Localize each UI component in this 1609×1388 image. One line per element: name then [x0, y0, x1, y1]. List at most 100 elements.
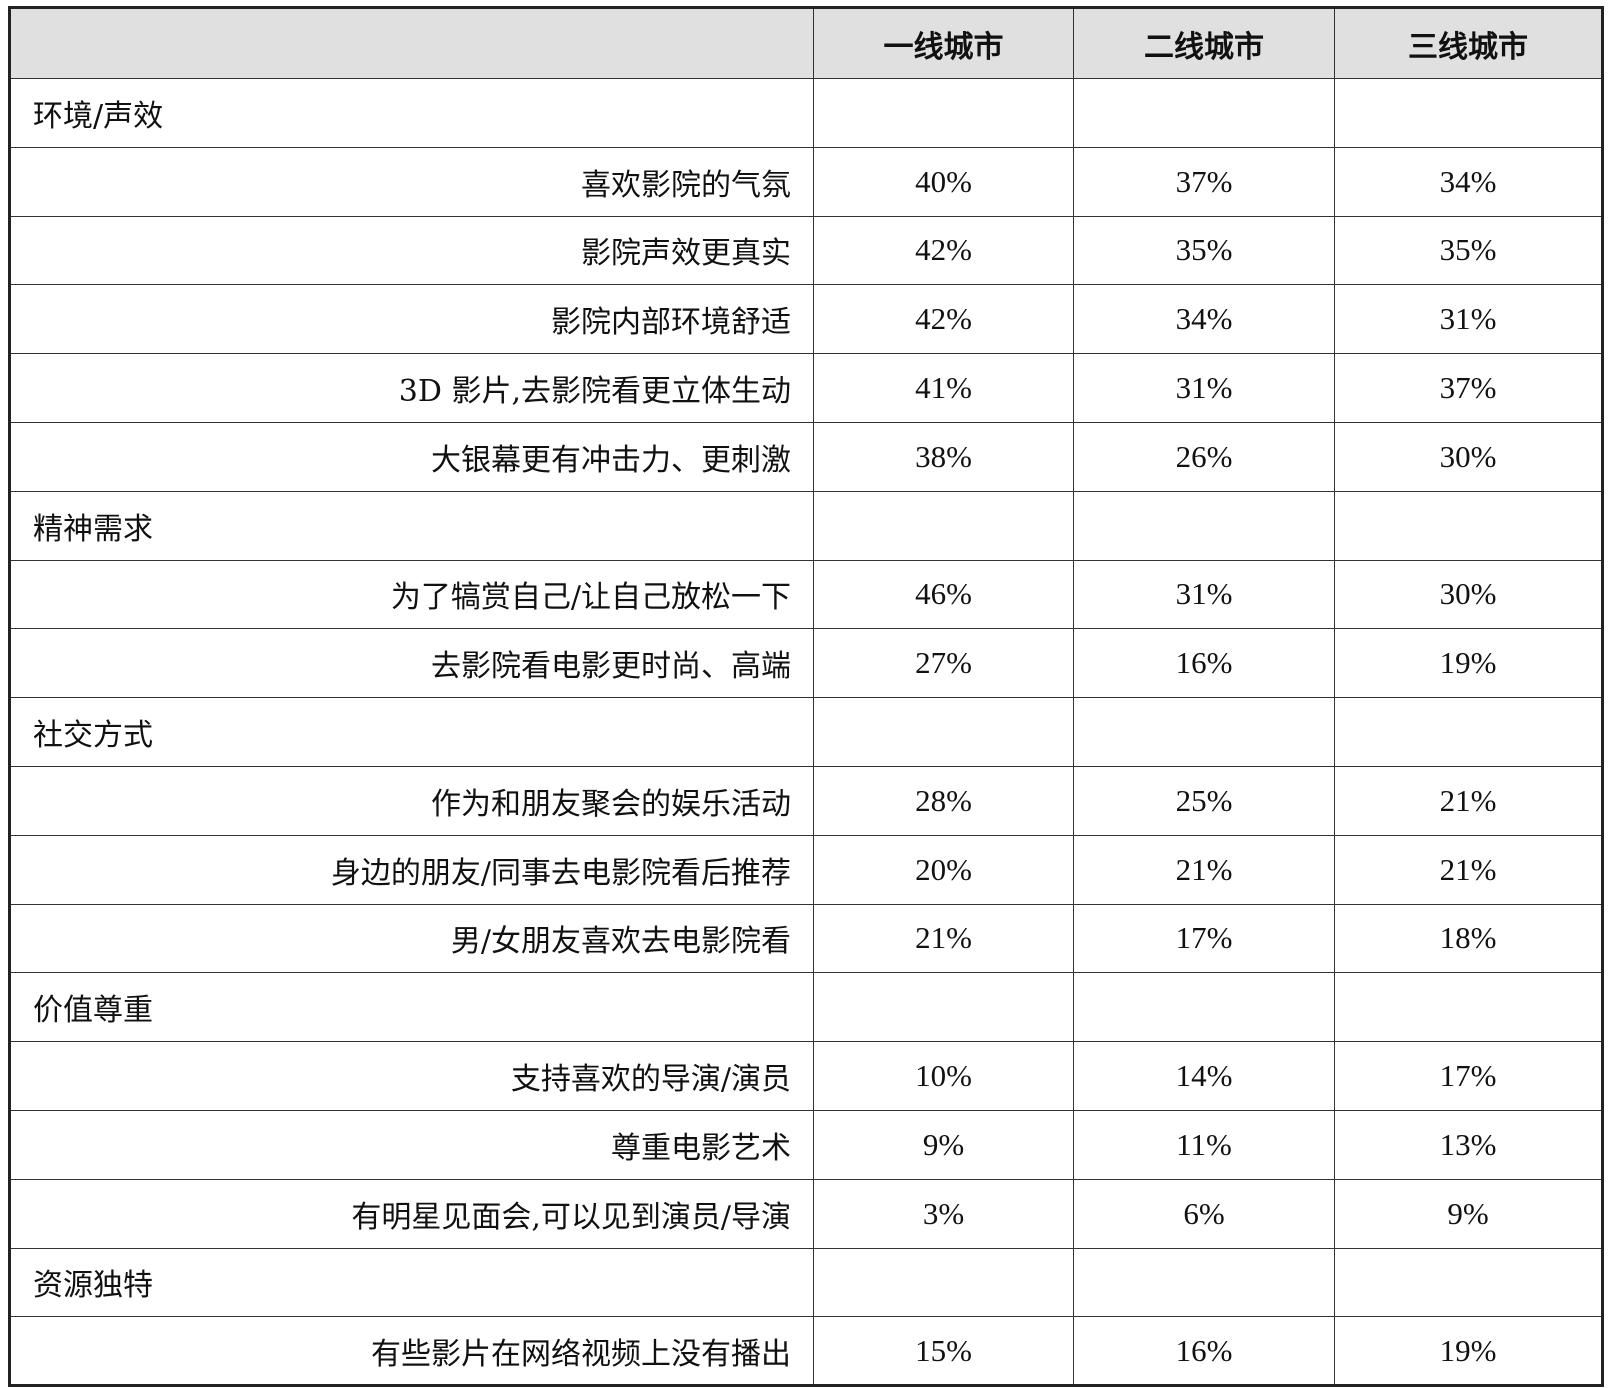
value-cell: 21% — [813, 903, 1074, 974]
empty-cell — [813, 78, 1074, 148]
value-cell: 9% — [1334, 1178, 1603, 1249]
row-label: 去影院看电影更时尚、高端 — [9, 628, 814, 699]
value-cell: 11% — [1073, 1109, 1335, 1180]
value-cell: 10% — [813, 1041, 1074, 1111]
value-cell: 9% — [813, 1109, 1074, 1180]
empty-cell — [1073, 1247, 1335, 1318]
table-row: 影院声效更真实 42% 35% 35% — [9, 215, 1603, 286]
category-label: 精神需求 — [9, 490, 814, 561]
table-row: 尊重电影艺术 9% 11% 13% — [9, 1109, 1603, 1180]
value-cell: 25% — [1073, 765, 1335, 836]
header-cell-blank — [9, 7, 814, 79]
table-row: 作为和朋友聚会的娱乐活动 28% 25% 21% — [9, 765, 1603, 836]
empty-cell — [813, 1247, 1074, 1318]
value-cell: 21% — [1334, 834, 1603, 905]
table-row: 3D 影片,去影院看更立体生动 41% 31% 37% — [9, 353, 1603, 423]
value-cell: 17% — [1334, 1041, 1603, 1111]
category-row: 环境/声效 — [9, 78, 1603, 148]
row-label: 喜欢影院的气氛 — [9, 146, 814, 217]
row-label: 男/女朋友喜欢去电影院看 — [9, 903, 814, 974]
row-label: 作为和朋友聚会的娱乐活动 — [9, 765, 814, 836]
value-cell: 30% — [1334, 559, 1603, 630]
value-cell: 35% — [1334, 215, 1603, 286]
category-label: 资源独特 — [9, 1247, 814, 1318]
value-cell: 16% — [1073, 628, 1335, 699]
table-row: 为了犒赏自己/让自己放松一下 46% 31% 30% — [9, 559, 1603, 630]
table-row: 男/女朋友喜欢去电影院看 21% 17% 18% — [9, 903, 1603, 974]
value-cell: 42% — [813, 284, 1074, 355]
row-label: 为了犒赏自己/让自己放松一下 — [9, 559, 814, 630]
empty-cell — [813, 697, 1074, 767]
header-cell-tier1: 一线城市 — [813, 7, 1074, 79]
value-cell: 19% — [1334, 628, 1603, 699]
row-label: 身边的朋友/同事去电影院看后推荐 — [9, 834, 814, 905]
row-label: 影院声效更真实 — [9, 215, 814, 286]
table-body: 环境/声效 喜欢影院的气氛 40% 37% 34% 影院声效更真实 42% 35% 35% 影院内… — [9, 78, 1603, 1387]
value-cell: 31% — [1334, 284, 1603, 355]
empty-cell — [1073, 78, 1335, 148]
value-cell: 13% — [1334, 1109, 1603, 1180]
row-label: 影院内部环境舒适 — [9, 284, 814, 355]
value-cell: 34% — [1334, 146, 1603, 217]
category-row: 精神需求 — [9, 490, 1603, 561]
empty-cell — [1334, 972, 1603, 1043]
empty-cell — [1334, 1247, 1603, 1318]
header-row: 一线城市 二线城市 三线城市 — [9, 7, 1603, 79]
value-cell: 46% — [813, 559, 1074, 630]
row-label: 有明星见面会,可以见到演员/导演 — [9, 1178, 814, 1249]
empty-cell — [1073, 490, 1335, 561]
value-cell: 35% — [1073, 215, 1335, 286]
table-row: 支持喜欢的导演/演员 10% 14% 17% — [9, 1041, 1603, 1111]
empty-cell — [813, 972, 1074, 1043]
value-cell: 16% — [1073, 1316, 1335, 1387]
row-label: 支持喜欢的导演/演员 — [9, 1041, 814, 1111]
value-cell: 41% — [813, 353, 1074, 423]
row-label: 大银幕更有冲击力、更刺激 — [9, 421, 814, 492]
header-cell-tier3: 三线城市 — [1334, 7, 1603, 79]
category-label: 社交方式 — [9, 697, 814, 767]
table-row: 影院内部环境舒适 42% 34% 31% — [9, 284, 1603, 355]
value-cell: 17% — [1073, 903, 1335, 974]
value-cell: 14% — [1073, 1041, 1335, 1111]
table-row: 有些影片在网络视频上没有播出 15% 16% 19% — [9, 1316, 1603, 1387]
empty-cell — [813, 490, 1074, 561]
value-cell: 26% — [1073, 421, 1335, 492]
header-cell-tier2: 二线城市 — [1073, 7, 1335, 79]
value-cell: 27% — [813, 628, 1074, 699]
table-row: 有明星见面会,可以见到演员/导演 3% 6% 9% — [9, 1178, 1603, 1249]
value-cell: 21% — [1073, 834, 1335, 905]
category-label: 价值尊重 — [9, 972, 814, 1043]
category-label: 环境/声效 — [9, 78, 814, 148]
value-cell: 34% — [1073, 284, 1335, 355]
value-cell: 37% — [1073, 146, 1335, 217]
category-row: 价值尊重 — [9, 972, 1603, 1043]
value-cell: 19% — [1334, 1316, 1603, 1387]
value-cell: 15% — [813, 1316, 1074, 1387]
value-cell: 21% — [1334, 765, 1603, 836]
value-cell: 31% — [1073, 353, 1335, 423]
value-cell: 31% — [1073, 559, 1335, 630]
value-cell: 37% — [1334, 353, 1603, 423]
category-row: 社交方式 — [9, 697, 1603, 767]
value-cell: 18% — [1334, 903, 1603, 974]
table-row: 喜欢影院的气氛 40% 37% 34% — [9, 146, 1603, 217]
row-label: 尊重电影艺术 — [9, 1109, 814, 1180]
value-cell: 28% — [813, 765, 1074, 836]
value-cell: 38% — [813, 421, 1074, 492]
value-cell: 40% — [813, 146, 1074, 217]
row-label: 有些影片在网络视频上没有播出 — [9, 1316, 814, 1387]
value-cell: 3% — [813, 1178, 1074, 1249]
table-row: 去影院看电影更时尚、高端 27% 16% 19% — [9, 628, 1603, 699]
value-cell: 42% — [813, 215, 1074, 286]
empty-cell — [1073, 697, 1335, 767]
empty-cell — [1334, 78, 1603, 148]
value-cell: 20% — [813, 834, 1074, 905]
category-row: 资源独特 — [9, 1247, 1603, 1318]
empty-cell — [1334, 490, 1603, 561]
value-cell: 30% — [1334, 421, 1603, 492]
row-label: 3D 影片,去影院看更立体生动 — [9, 353, 814, 423]
table-row: 身边的朋友/同事去电影院看后推荐 20% 21% 21% — [9, 834, 1603, 905]
empty-cell — [1334, 697, 1603, 767]
empty-cell — [1073, 972, 1335, 1043]
survey-table: 一线城市 二线城市 三线城市 环境/声效 喜欢影院的气氛 40% 37% 34% 影院声效… — [8, 6, 1604, 1388]
